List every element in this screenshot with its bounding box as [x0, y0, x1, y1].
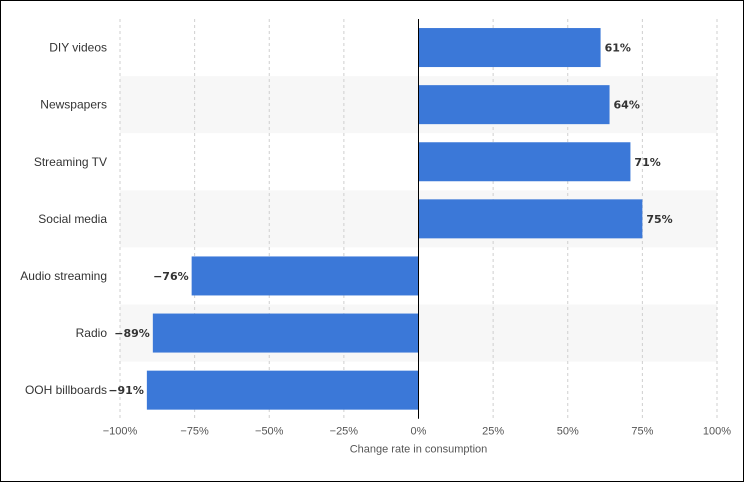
bar-newspapers: [418, 85, 610, 125]
category-label-radio: Radio: [76, 326, 108, 340]
data-label-streaming-tv: 71%: [634, 156, 660, 169]
data-label-diy-videos: 61%: [605, 42, 631, 55]
bar-streaming-tv: [418, 142, 631, 182]
x-tick-labels: −100% −75% −50% −25% 0% 25% 50% 75% 100%: [103, 426, 732, 438]
bar-audio-streaming: [191, 256, 419, 296]
x-tick-label-50: −50%: [255, 426, 284, 438]
bar-social-media: [418, 199, 643, 239]
x-tick-label-75: −75%: [180, 426, 209, 438]
category-label-newspapers: Newspapers: [40, 98, 107, 112]
x-tick-label-75: 75%: [631, 426, 653, 438]
x-tick-label-25: 25%: [482, 426, 504, 438]
bar-diy-videos: [418, 28, 601, 68]
data-label-ooh-billboards: −91%: [108, 384, 144, 397]
x-tick-label-25: −25%: [330, 426, 359, 438]
x-tick-label-100: −100%: [103, 426, 138, 438]
data-label-newspapers: 64%: [614, 99, 640, 112]
category-label-audio-streaming: Audio streaming: [20, 269, 107, 283]
bar-radio: [152, 313, 419, 353]
category-label-social-media: Social media: [38, 212, 107, 226]
bar-ooh-billboards: [146, 370, 419, 410]
x-tick-label-0: 0%: [411, 426, 427, 438]
category-label-streaming-tv: Streaming TV: [34, 155, 107, 169]
bars-group: 61% 64% 71% 75% −76% −89% −91%: [108, 28, 673, 410]
x-axis-title: Change rate in consumption: [350, 444, 488, 456]
data-label-audio-streaming: −76%: [153, 270, 189, 283]
data-label-social-media: 75%: [646, 213, 672, 226]
x-tick-label-100: 100%: [703, 426, 731, 438]
x-tick-label-50: 50%: [557, 426, 579, 438]
category-labels: DIY videos Newspapers Streaming TV Social m…: [20, 41, 107, 398]
data-label-radio: −89%: [114, 327, 150, 340]
category-label-diy-videos: DIY videos: [49, 41, 107, 55]
category-label-ooh-billboards: OOH billboards: [25, 383, 107, 397]
